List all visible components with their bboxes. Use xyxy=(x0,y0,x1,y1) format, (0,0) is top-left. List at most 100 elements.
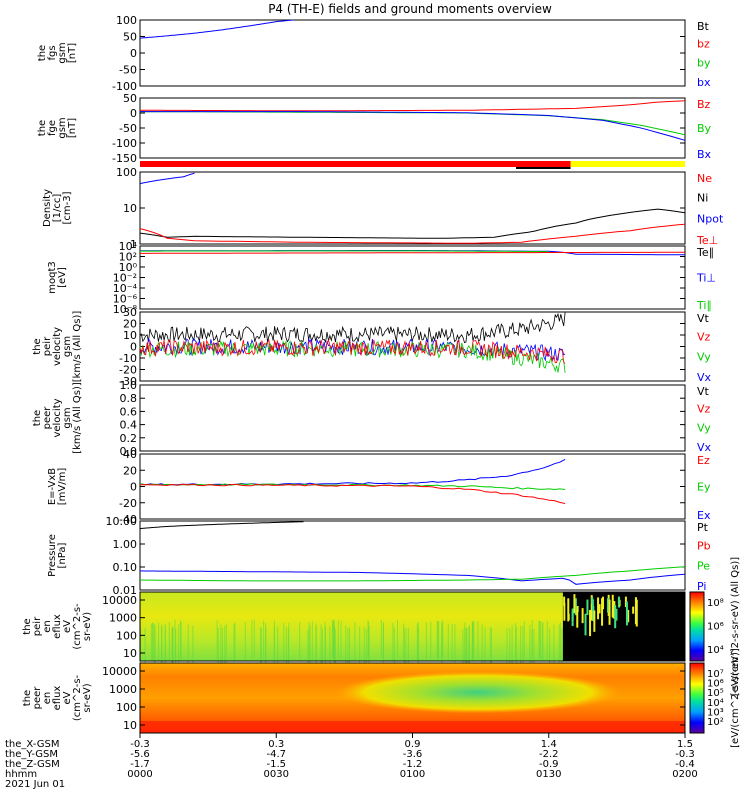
heatmap-streak xyxy=(392,623,394,662)
heatmap-streak xyxy=(561,627,563,666)
heatmap-streak xyxy=(233,623,235,662)
legend-entry-Npot: Npot xyxy=(697,213,724,226)
heatmap-streak xyxy=(481,624,483,663)
heatmap-streak xyxy=(437,621,439,660)
heatmap-streak xyxy=(220,624,222,663)
heatmap-streak xyxy=(477,621,479,660)
y-axis-label: peer xyxy=(42,406,53,430)
y-tick-label: -150 xyxy=(112,152,137,165)
legend-entry-Bt: Bt xyxy=(697,20,710,33)
x-axis-annotation: the_X-GSM -0.3 0.3 0.9 1.4 1.5 the_Y-GSM -5.6 -4… xyxy=(5,733,698,790)
heatmap-streak xyxy=(216,620,218,659)
heatmap-streak xyxy=(559,622,561,661)
heatmap-streak xyxy=(251,620,253,659)
x-row-value: -0.4 xyxy=(675,759,695,770)
heatmap-speckle xyxy=(573,594,576,614)
y-tick-label: 10000 xyxy=(102,594,137,607)
heatmap-speckle xyxy=(563,596,566,606)
legend-entry-Vx: Vx xyxy=(697,371,712,384)
y-axis-label: E=-VxB xyxy=(47,468,58,505)
legend-entry-Ez: Ez xyxy=(697,454,710,467)
colorbar-tick-label: 10⁶ xyxy=(707,622,724,633)
heatmap-streak xyxy=(447,623,449,662)
y-tick-label: 50 xyxy=(123,31,137,44)
heatmap-streak xyxy=(438,621,440,660)
heatmap-speckle xyxy=(617,597,620,606)
series-line-Te∥ xyxy=(140,251,685,254)
heatmap-streak xyxy=(288,622,290,661)
panel-peer_velocity: 1.00.80.60.40.20.0 the peer velocity gsm [km/… xyxy=(32,379,712,458)
x-row-value: -4.7 xyxy=(266,749,286,760)
heatmap-speckle xyxy=(590,595,593,621)
heatmap-streak xyxy=(472,621,474,660)
y-tick-label: -20 xyxy=(119,364,137,377)
y-tick-label: 1 xyxy=(130,238,137,251)
heatmap-streak xyxy=(520,625,522,664)
y-axis-label: [km/s (All Qs)] xyxy=(72,382,83,454)
heatmap-streak xyxy=(515,626,517,665)
heatmap-streak xyxy=(523,621,525,660)
y-axis-label: Pressure xyxy=(47,534,58,577)
heatmap-streak xyxy=(522,626,524,665)
y-tick-label: 0.0 xyxy=(120,445,138,458)
heatmap-streak xyxy=(442,620,444,659)
heatmap-streak xyxy=(315,623,317,662)
x-row-label: hhmm xyxy=(5,769,37,780)
panel-frame xyxy=(139,591,686,662)
heatmap-streak xyxy=(221,627,223,666)
legend-entry-Ti∥: Ti∥ xyxy=(696,299,712,312)
heatmap-streak xyxy=(265,622,267,661)
y-tick-label: -10 xyxy=(119,352,137,365)
heatmap-speckle xyxy=(584,613,587,636)
x-row-value: -1.5 xyxy=(266,759,286,770)
y-tick-label: 10 xyxy=(123,719,137,732)
heatmap-streak xyxy=(329,626,331,665)
heatmap-streak xyxy=(308,621,310,660)
legend-entry-Bz: Bz xyxy=(697,98,711,111)
heatmap-streak xyxy=(542,622,544,661)
colorbar xyxy=(689,662,705,734)
heatmap-streak xyxy=(454,624,456,663)
heatmap-streak xyxy=(539,620,541,659)
heatmap-speckle xyxy=(593,610,596,632)
y-tick-label: 0.2 xyxy=(120,432,138,445)
y-tick-label: 10 xyxy=(123,329,137,342)
heatmap-streak xyxy=(174,619,176,658)
x-row-value: -2.2 xyxy=(539,749,559,760)
colorbar-tick-label: 10³ xyxy=(707,707,724,718)
heatmap-streak xyxy=(144,627,146,666)
heatmap-streak xyxy=(340,620,342,659)
series-line-Pi xyxy=(139,570,686,585)
heatmap-speckle xyxy=(627,609,630,623)
x-row-value: 1.5 xyxy=(677,739,693,750)
y-tick-label: 0 xyxy=(130,107,137,120)
y-tick-label: 100 xyxy=(116,166,137,179)
y-tick-label: -100 xyxy=(112,80,137,93)
y-axis-label: velocity xyxy=(52,398,63,437)
heatmap-speckle xyxy=(586,599,589,615)
heatmap-streak xyxy=(396,619,398,658)
panel-peer_eflux: 10000 1000 100 10 the peer en eflux eV (cm^2-s-sr… xyxy=(22,648,741,748)
y-axis-label: the xyxy=(22,690,33,706)
heatmap-nodata-region xyxy=(562,592,685,661)
heatmap-streak xyxy=(462,629,464,667)
series-line-Ti∥ xyxy=(140,250,549,253)
y-tick-label: 10.00 xyxy=(106,515,138,528)
y-tick-label: 10⁻⁶ xyxy=(113,293,138,306)
heatmap-streak xyxy=(451,623,453,662)
legend-entry-Pb: Pb xyxy=(697,539,711,552)
y-axis-label: eflux xyxy=(52,686,63,711)
y-tick-label: 0.4 xyxy=(120,419,138,432)
colorbar-label: [eV/(cm^2-s-sr-eV)] xyxy=(730,648,741,748)
heatmap-speckle xyxy=(608,599,611,625)
heatmap-streak xyxy=(511,625,513,664)
y-axis-label: [km/s (All Qs)] xyxy=(72,311,83,383)
heatmap-streak xyxy=(320,624,322,663)
heatmap-streak xyxy=(234,622,236,661)
heatmap-streak xyxy=(309,625,311,664)
heatmap-speckle xyxy=(624,596,627,608)
mode-bar-red xyxy=(140,161,571,167)
heatmap-speckle xyxy=(601,598,604,626)
x-row-label: the_X-GSM xyxy=(5,739,59,750)
